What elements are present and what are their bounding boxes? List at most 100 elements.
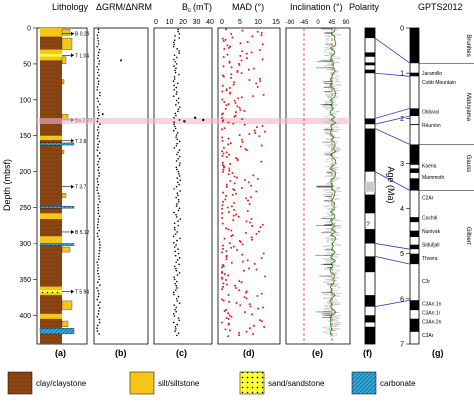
mad-point (227, 228, 230, 231)
grm-point (97, 206, 100, 209)
mad-point (242, 269, 245, 272)
mad-point (230, 33, 233, 36)
mad-point (234, 114, 237, 117)
mad-point (260, 292, 263, 295)
mad-point (231, 36, 234, 39)
bc-point (174, 282, 177, 285)
gpts-epoch-label: Matuyama (465, 93, 471, 122)
gpts-normal-block (410, 217, 419, 223)
mad-point (232, 219, 235, 222)
mad-point (250, 184, 253, 187)
carbonate-layer (39, 205, 75, 209)
mad-point (221, 288, 224, 291)
mad-point (230, 261, 233, 264)
bc-point (172, 80, 175, 82)
bc-point (177, 194, 179, 197)
bc-point (173, 278, 176, 281)
mad-point (238, 280, 241, 283)
mad-point (241, 118, 244, 121)
unit-label: IIB (29, 190, 36, 196)
gpts-subchron-label: Kaena (422, 164, 437, 170)
grm-point (96, 324, 99, 327)
bc-point (175, 205, 178, 207)
mad-point (251, 313, 254, 316)
bc-point (178, 257, 181, 259)
mad-point (243, 110, 246, 113)
uncertain-polarity-block (365, 181, 375, 192)
grm-point (97, 267, 99, 269)
grm-point (99, 91, 101, 94)
normal-polarity-block (365, 295, 375, 307)
depth-tick-label: 50 (23, 61, 31, 68)
grm-point (98, 152, 101, 154)
grm-point (98, 114, 100, 117)
bc-point (174, 125, 176, 128)
bc-point (175, 267, 177, 270)
bc-point (178, 175, 181, 177)
depth-tick-label: 100 (19, 97, 31, 104)
grm-point (98, 215, 101, 217)
x-tick-label: 10 (166, 19, 174, 26)
mad-point (230, 246, 233, 249)
x-tick-label: 5 (238, 19, 242, 26)
grm-point (98, 175, 100, 177)
panel-e-letter: (e) (312, 348, 323, 358)
panel-b-letter: (b) (115, 348, 127, 358)
grm-point (96, 186, 99, 189)
grm-point (96, 189, 98, 192)
mad-point (222, 282, 225, 285)
bc-point (172, 241, 175, 244)
age-marker-head (71, 289, 74, 294)
mad-point (230, 235, 233, 238)
mad-point (223, 309, 226, 312)
bc-point (173, 265, 176, 268)
panel-e-title: Inclination (°) (290, 2, 343, 12)
mad-point (230, 229, 233, 232)
mad-point (243, 123, 246, 126)
age-tick-label: 1 (400, 71, 404, 78)
mad-point (251, 224, 254, 227)
bc-point (175, 99, 178, 102)
panel-d-points (221, 28, 267, 338)
bc-point (174, 233, 177, 235)
grm-point (97, 109, 100, 111)
panel-g-letter: (g) (432, 348, 444, 358)
age-marker-label: T 3.7 (75, 185, 87, 191)
mad-point (232, 245, 235, 248)
bc-point (179, 218, 182, 220)
x-tick-label: -45 (300, 20, 309, 26)
grm-point (98, 229, 101, 232)
bc-point (177, 157, 179, 160)
bc-point (174, 71, 177, 74)
bc-point (174, 308, 176, 311)
mad-point (225, 183, 228, 186)
mad-point (256, 85, 259, 88)
panel-g-title: GPTS2012 (418, 2, 463, 12)
grm-point (98, 140, 101, 143)
mad-point (231, 193, 234, 196)
silt-layer (40, 313, 62, 319)
grm-point (97, 209, 100, 212)
mad-point (221, 321, 224, 324)
mad-point (261, 124, 264, 127)
bc-point (179, 162, 181, 164)
mad-point (228, 242, 231, 245)
mad-point (261, 43, 264, 46)
mad-point (252, 324, 255, 327)
bc-point (178, 50, 180, 52)
mad-point (225, 250, 228, 253)
carbonate-layer (39, 243, 75, 246)
normal-polarity-block (365, 326, 375, 344)
grain-bar (61, 29, 71, 36)
mad-point (225, 155, 228, 158)
age-axis: 0 1 2 3 4 5 6 7 (400, 26, 410, 349)
gpts-subchron-label: C3Ar (422, 333, 434, 339)
correlation-tie-lines (374, 37, 411, 308)
correlation-tie-line (374, 107, 411, 119)
bc-point (175, 261, 178, 263)
bc-point (173, 304, 176, 307)
grm-point (96, 330, 99, 332)
bc-point (176, 153, 178, 156)
mad-point (257, 307, 260, 310)
mad-point (264, 275, 267, 278)
